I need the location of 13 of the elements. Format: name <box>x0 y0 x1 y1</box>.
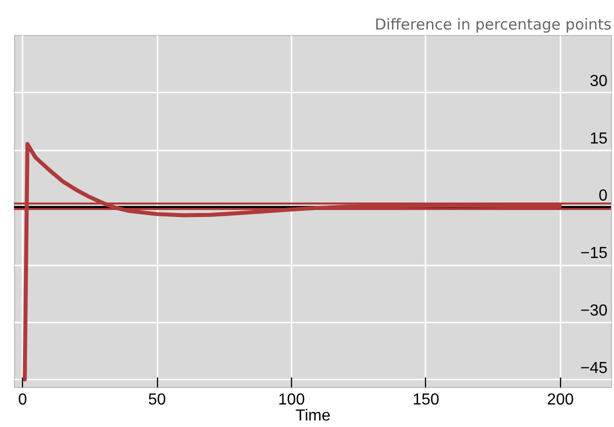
x-tick-label: 150 <box>412 392 440 408</box>
y-tick-label: −45 <box>580 360 608 377</box>
y-tick-label: −30 <box>580 302 608 320</box>
y-axis-title: Difference in percentage points <box>374 16 612 34</box>
x-tick-label: 0 <box>18 392 28 408</box>
y-tick-label: −15 <box>580 245 608 262</box>
y-tick-label: 0 <box>598 188 608 205</box>
y-tick-label: 15 <box>590 130 608 148</box>
x-tick-label: 100 <box>278 392 305 408</box>
x-tick-label: 50 <box>148 392 166 408</box>
y-tick-label: 30 <box>590 72 608 90</box>
x-axis-title: Time <box>296 408 331 424</box>
x-tick-label: 200 <box>547 392 574 408</box>
